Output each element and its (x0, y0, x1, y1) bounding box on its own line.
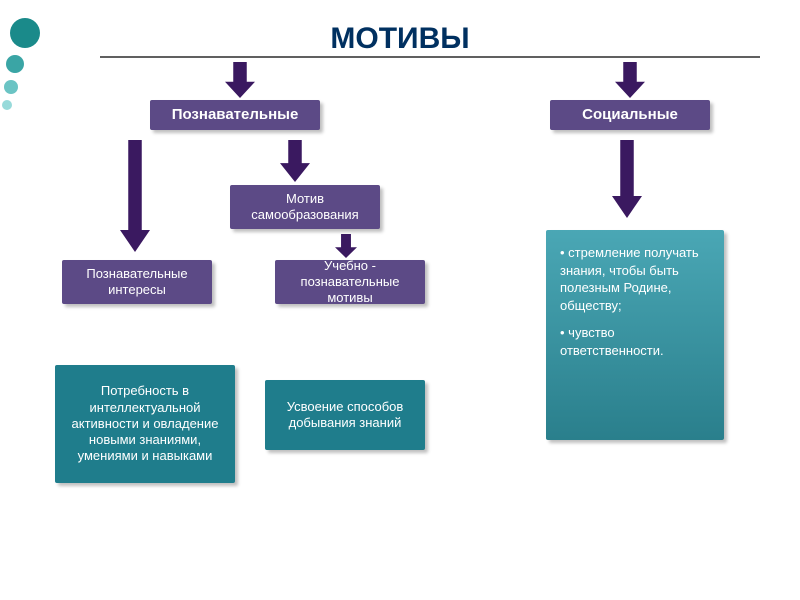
node-educational-cognitive-motives: Учебно - познавательные мотивы (275, 260, 425, 304)
node-cognitive-interests: Познавательные интересы (62, 260, 212, 304)
diagram-title: МОТИВЫ (0, 22, 800, 56)
down-arrow (120, 140, 150, 252)
deco-circle (4, 80, 18, 94)
node-self-education-motive: Мотив самообразования (230, 185, 380, 229)
down-arrow (612, 140, 642, 218)
social-list: стремление получать знания, чтобы быть п… (560, 244, 710, 359)
down-arrow (280, 140, 310, 182)
down-arrow (335, 234, 357, 258)
social-list-item: чувство ответственности. (560, 324, 710, 359)
deco-circle (6, 55, 24, 73)
social-list-item: стремление получать знания, чтобы быть п… (560, 244, 710, 314)
deco-circle (2, 100, 12, 110)
category-social: Социальные (550, 100, 710, 130)
node-assimilation-methods: Усвоение способов добывания знаний (265, 380, 425, 450)
down-arrow (615, 62, 645, 98)
title-underline (100, 56, 760, 58)
down-arrow (225, 62, 255, 98)
node-intellectual-need: Потребность в интеллектуальной активност… (55, 365, 235, 483)
category-cognitive: Познавательные (150, 100, 320, 130)
social-content-box: стремление получать знания, чтобы быть п… (546, 230, 724, 440)
